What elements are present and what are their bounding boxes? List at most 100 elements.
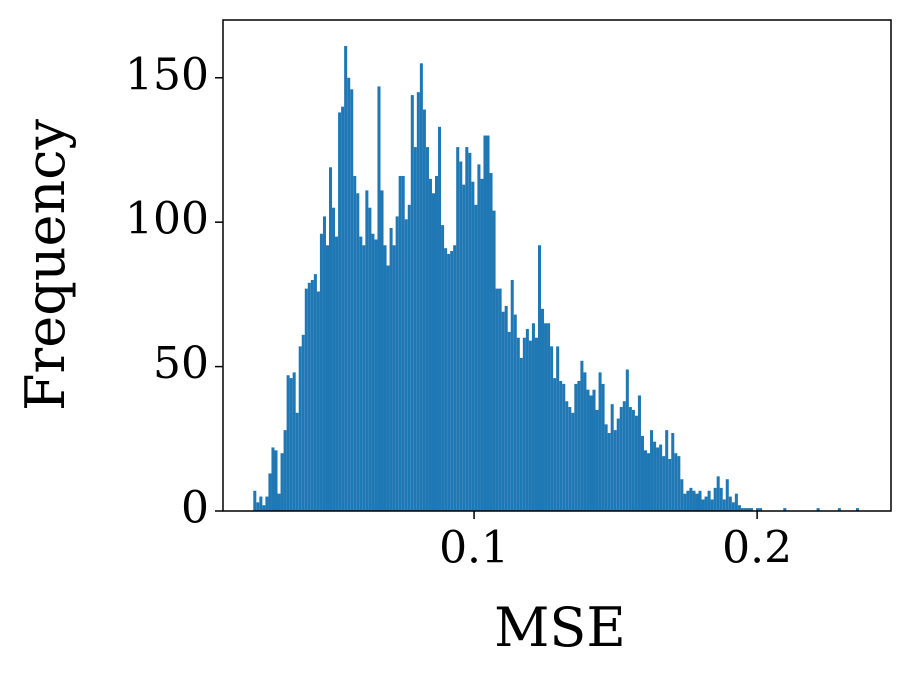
bar — [313, 274, 317, 511]
bar — [450, 251, 454, 511]
bar — [816, 508, 820, 511]
bar — [692, 490, 696, 511]
bar — [489, 173, 493, 511]
bar — [265, 496, 269, 511]
bar — [495, 288, 499, 511]
bar — [507, 331, 511, 511]
bar — [574, 383, 578, 511]
bar — [274, 450, 278, 511]
bar — [371, 233, 375, 511]
bar — [740, 508, 744, 511]
bar — [716, 476, 720, 511]
bar — [610, 404, 614, 511]
bar — [656, 447, 660, 511]
bar — [625, 369, 629, 511]
bar — [316, 291, 320, 511]
bar — [553, 378, 557, 511]
bar — [622, 401, 626, 511]
bar — [516, 337, 520, 511]
bar — [559, 381, 563, 511]
bar — [459, 161, 463, 511]
bar — [707, 490, 711, 511]
bar — [277, 493, 281, 511]
bar — [571, 412, 575, 511]
bar — [374, 239, 378, 511]
bar — [589, 395, 593, 511]
bar — [544, 323, 548, 511]
bar — [513, 314, 517, 511]
bar — [447, 253, 451, 511]
bar — [619, 407, 623, 511]
bar — [634, 415, 638, 511]
bar — [668, 459, 672, 511]
bar — [580, 360, 584, 511]
bar — [310, 279, 314, 511]
bar — [595, 409, 599, 511]
bar — [534, 337, 538, 511]
bar — [725, 479, 729, 511]
bar — [743, 508, 747, 511]
bar — [280, 453, 284, 511]
bar — [528, 340, 532, 511]
bar — [643, 450, 648, 511]
bar — [613, 430, 617, 511]
bar — [441, 225, 445, 512]
bar — [537, 245, 542, 511]
bar — [453, 245, 457, 511]
bar — [728, 496, 732, 511]
bar — [322, 216, 326, 511]
bar — [319, 233, 323, 511]
bar — [737, 505, 741, 511]
y-tick-label: 150 — [125, 49, 209, 100]
bar — [734, 493, 738, 511]
bar — [504, 305, 508, 511]
bar — [704, 496, 708, 511]
bar — [383, 245, 387, 511]
bar — [713, 487, 717, 511]
bar — [671, 433, 675, 511]
bar — [637, 395, 641, 511]
bar — [377, 86, 381, 511]
bar — [719, 487, 723, 511]
bar — [604, 424, 608, 511]
bar — [286, 375, 290, 511]
bar — [525, 329, 529, 511]
bar — [662, 456, 666, 511]
bar — [338, 112, 342, 512]
bar — [416, 92, 420, 512]
bar — [419, 63, 423, 512]
bar — [531, 323, 535, 511]
bar — [268, 473, 272, 511]
bar — [392, 245, 396, 511]
bar — [256, 502, 260, 511]
bar — [292, 372, 296, 511]
y-tick-label: 0 — [181, 483, 209, 534]
bar — [307, 282, 311, 511]
bar — [837, 508, 841, 511]
bar — [701, 499, 705, 511]
bar — [474, 204, 478, 512]
bar — [731, 502, 735, 511]
bar — [301, 334, 305, 511]
bar — [253, 490, 257, 511]
bar — [298, 346, 302, 511]
x-tick-label: 0.1 — [439, 523, 509, 574]
bar — [462, 184, 466, 512]
bar — [368, 207, 372, 511]
bar — [356, 193, 360, 511]
bar — [556, 346, 560, 511]
bar — [438, 126, 442, 511]
bar — [413, 147, 417, 512]
bar — [477, 164, 481, 512]
bar — [647, 453, 651, 511]
bar — [395, 216, 399, 511]
bar — [592, 389, 596, 511]
bar — [722, 499, 726, 511]
bar — [759, 508, 763, 511]
bar — [607, 433, 611, 511]
bar — [304, 288, 308, 511]
bar — [562, 383, 566, 511]
bar — [783, 508, 787, 511]
bar — [855, 508, 860, 511]
